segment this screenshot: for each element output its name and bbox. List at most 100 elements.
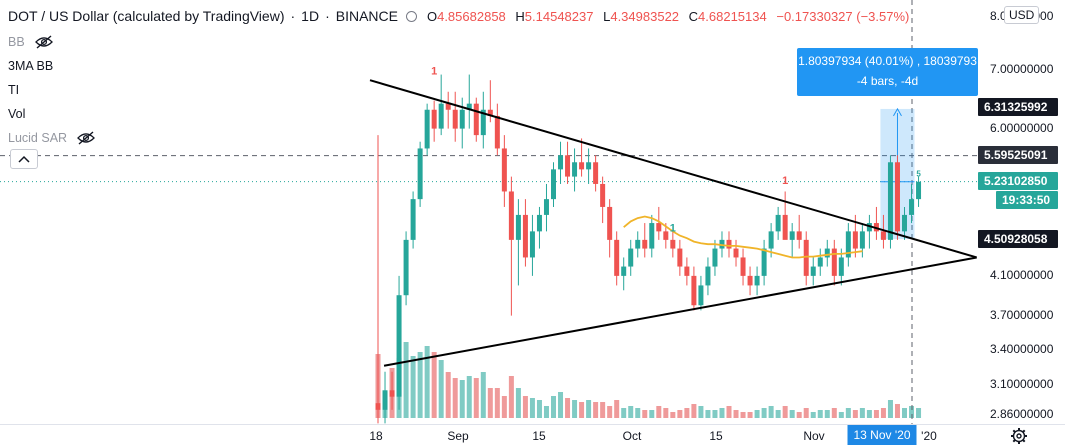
last-price-tag: 5.23102850 bbox=[978, 172, 1058, 190]
exchange-label: BINANCE bbox=[335, 8, 398, 24]
measure-low-tag: 4.50928058 bbox=[978, 230, 1058, 248]
candle-body bbox=[487, 109, 493, 116]
volume-bar bbox=[487, 388, 493, 418]
volume-bar bbox=[880, 408, 886, 418]
volume-bar bbox=[698, 406, 704, 418]
volume-bar bbox=[431, 352, 437, 418]
chart-plot-area[interactable]: 1 1 1 5 bbox=[0, 0, 978, 424]
volume-bar bbox=[740, 412, 746, 418]
candle-body bbox=[866, 223, 872, 232]
collapse-legend-button[interactable] bbox=[10, 149, 38, 169]
trendline-lower bbox=[383, 256, 977, 367]
signal-marker: 1 bbox=[782, 175, 788, 187]
candle-body bbox=[698, 285, 704, 306]
volume-bar bbox=[782, 406, 788, 418]
volume-bar bbox=[543, 406, 549, 418]
candle-body bbox=[614, 239, 620, 276]
chevron-up-icon bbox=[18, 155, 30, 163]
separator: · bbox=[290, 8, 296, 24]
candle-body bbox=[438, 103, 444, 129]
candle-body bbox=[663, 231, 669, 240]
signal-marker: 1 bbox=[431, 66, 437, 78]
candle-body bbox=[572, 162, 578, 177]
crosshair-date-tag: 13 Nov '20 bbox=[847, 425, 917, 445]
volume-bar bbox=[902, 408, 907, 418]
indicator-label: TI bbox=[8, 83, 20, 97]
ohlc-values: O4.85682858 H5.14548237 L4.34983522 C4.6… bbox=[427, 9, 915, 24]
candle-body bbox=[459, 109, 465, 129]
indicator-label: 3MA BB bbox=[8, 59, 54, 73]
measure-tooltip: 1.80397934 (40.01%) , 18039793 -4 bars, … bbox=[797, 48, 978, 96]
candle-body bbox=[817, 257, 823, 267]
volume-bar bbox=[726, 406, 732, 418]
measure-price-change: 1.80397934 (40.01%) , 18039793 bbox=[798, 54, 977, 68]
time-tick: Nov bbox=[803, 429, 825, 443]
volume-bar bbox=[873, 410, 879, 418]
volume-bar bbox=[677, 410, 683, 418]
indicator-3ma-bb[interactable]: 3MA BB bbox=[8, 54, 95, 78]
candle-body bbox=[628, 248, 634, 267]
indicator-bb[interactable]: BB bbox=[8, 30, 95, 54]
volume-bar bbox=[670, 412, 676, 418]
volume-bar bbox=[452, 378, 458, 418]
candle-body bbox=[536, 214, 542, 232]
volume-bar bbox=[761, 408, 767, 418]
candle-body bbox=[909, 199, 915, 215]
candle-body bbox=[894, 162, 900, 232]
time-axis[interactable]: 18 Sep 15 Oct 15 Nov 13 Nov '20 '20 bbox=[0, 424, 1065, 446]
volume-bar bbox=[417, 352, 423, 418]
candle-body bbox=[586, 162, 592, 170]
candle-body bbox=[529, 231, 535, 258]
gear-icon[interactable] bbox=[1010, 427, 1028, 445]
low-key: L bbox=[603, 8, 611, 24]
indicator-ti[interactable]: TI bbox=[8, 78, 95, 102]
volume-bar bbox=[719, 408, 725, 418]
candle-body bbox=[810, 266, 816, 276]
candle-body bbox=[838, 257, 844, 276]
time-tick: '20 bbox=[921, 429, 937, 443]
candle-body bbox=[480, 109, 486, 136]
volume-bar bbox=[586, 400, 592, 418]
eye-hidden-icon[interactable] bbox=[34, 35, 53, 49]
volume-bar bbox=[466, 376, 472, 418]
volume-bar bbox=[628, 406, 634, 418]
candle-body bbox=[565, 155, 571, 177]
volume-bar bbox=[789, 410, 795, 418]
market-status-icon bbox=[405, 10, 417, 22]
volume-bar bbox=[600, 402, 606, 418]
volume-bar bbox=[536, 400, 542, 418]
currency-button[interactable]: USD bbox=[1004, 6, 1040, 24]
symbol-title[interactable]: DOT / US Dollar (calculated by TradingVi… bbox=[8, 8, 285, 24]
candle-body bbox=[803, 239, 809, 276]
measure-high-tag: 6.31325992 bbox=[978, 98, 1058, 116]
volume-bar bbox=[894, 404, 900, 418]
indicator-vol[interactable]: Vol bbox=[8, 102, 95, 126]
volume-bar bbox=[614, 400, 620, 418]
volume-bar bbox=[593, 402, 599, 418]
volume-bar bbox=[551, 396, 556, 418]
candle-body bbox=[445, 103, 451, 110]
volume-bar bbox=[565, 398, 571, 418]
price-axis[interactable]: 8.00000000 7.00000000 6.00000000 4.10000… bbox=[978, 0, 1065, 424]
volume-bar bbox=[831, 408, 837, 418]
interval-label[interactable]: 1D bbox=[301, 8, 320, 24]
volume-bar bbox=[529, 398, 535, 418]
volume-bar bbox=[705, 410, 711, 418]
candle-body bbox=[382, 390, 388, 410]
volume-bar bbox=[438, 360, 444, 418]
volume-bar bbox=[775, 410, 781, 418]
volume-bar bbox=[859, 408, 865, 418]
low-value: 4.34983522 bbox=[610, 8, 680, 24]
indicator-lucid-sar[interactable]: Lucid SAR bbox=[8, 126, 95, 150]
candlestick-chart[interactable]: 1 1 1 5 bbox=[0, 0, 978, 424]
candle-body bbox=[508, 191, 514, 240]
candle-body bbox=[670, 239, 676, 249]
candle-body bbox=[410, 199, 416, 240]
open-key: O bbox=[426, 8, 438, 24]
eye-hidden-icon[interactable] bbox=[77, 131, 95, 145]
change-value: −0.17330327 (−3.57%) bbox=[776, 8, 910, 24]
volume-bar bbox=[754, 410, 760, 418]
signal-marker: 5 bbox=[916, 170, 921, 179]
candle-body bbox=[712, 248, 718, 267]
candle-body bbox=[558, 155, 564, 170]
